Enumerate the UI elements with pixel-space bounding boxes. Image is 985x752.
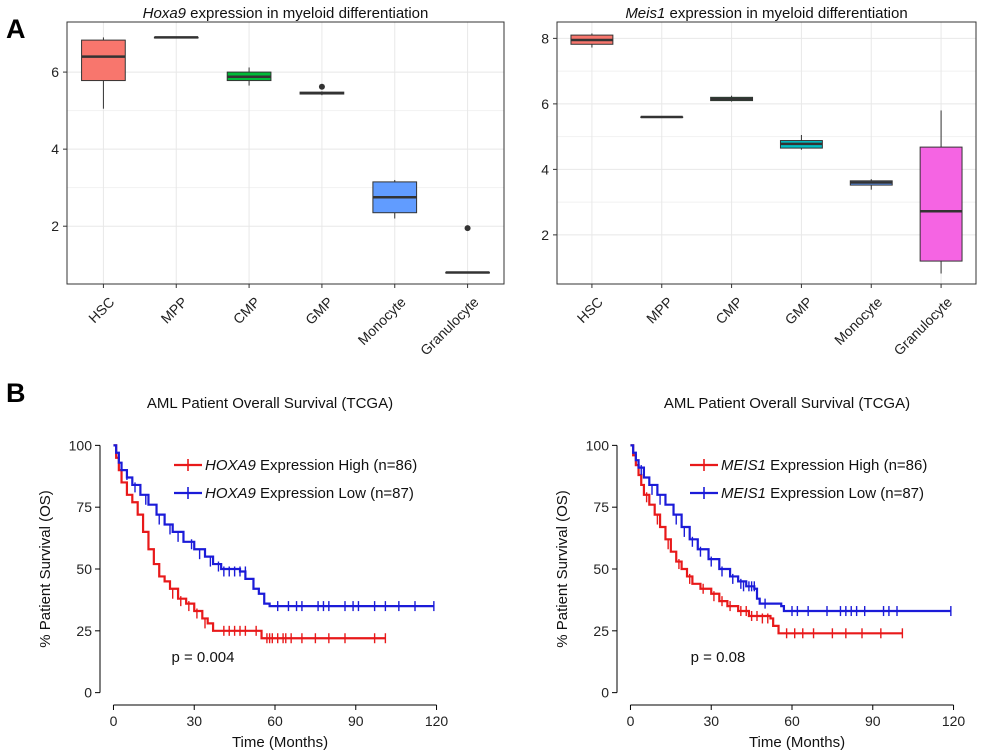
meis1-survival-plot: 0 25 50 75 100 0 30 60 90 120 AML Patient Overall …	[554, 395, 965, 751]
y-axis-label: % Patient Survival (OS)	[554, 490, 571, 648]
x-tick-label: HSC	[85, 294, 117, 326]
x-tick-label: HSC	[574, 294, 606, 326]
x-tick-label: GMP	[782, 294, 816, 328]
plot-frame	[66, 21, 505, 285]
chart-title: AML Patient Overall Survival (TCGA)	[664, 395, 910, 412]
x-tick-label: Granulocyte	[890, 294, 955, 359]
legend-text: Expression Low (n=87)	[256, 485, 414, 502]
box-granulocyte	[919, 146, 963, 262]
x-tick-label: 60	[267, 713, 283, 729]
y-tick-label: 6	[541, 96, 549, 112]
x-tick-label: Monocyte	[355, 294, 409, 348]
x-tick-label: MPP	[158, 294, 191, 327]
legend-gene-name: MEIS1	[721, 457, 766, 474]
plot-background	[67, 22, 504, 284]
y-axis-label: % Patient Survival (OS)	[37, 490, 54, 648]
title-gene-name: Hoxa9	[143, 5, 187, 22]
legend-text: Expression High (n=86)	[256, 457, 417, 474]
x-axis-label: Time (Months)	[232, 734, 328, 751]
chart-title: Hoxa9 expression in myeloid differentiat…	[143, 5, 429, 22]
legend-gene-name: MEIS1	[721, 485, 766, 502]
x-tick-label: Monocyte	[831, 294, 885, 348]
y-tick-label: 2	[541, 227, 549, 243]
legend-text: Expression High (n=86)	[766, 457, 927, 474]
x-tick-label: 60	[784, 713, 800, 729]
plot-background	[557, 22, 976, 284]
y-tick-label: 0	[601, 685, 609, 701]
x-tick-label: 90	[865, 713, 881, 729]
x-tick-label: MPP	[643, 294, 676, 327]
box-hsc	[81, 39, 126, 82]
x-tick-label: CMP	[712, 294, 745, 327]
legend-entry: MEIS1 Expression High (n=86)	[721, 457, 927, 474]
p-value-annotation: p = 0.08	[691, 649, 746, 666]
x-tick-label: 120	[425, 713, 449, 729]
chart-title: Meis1 expression in myeloid differentiat…	[625, 5, 907, 22]
plot-frame	[556, 21, 977, 285]
legend-gene-name: HOXA9	[205, 457, 257, 474]
x-tick-label: 120	[942, 713, 966, 729]
x-tick-label: 30	[186, 713, 202, 729]
y-tick-label: 4	[51, 141, 59, 157]
legend-text: Expression Low (n=87)	[766, 485, 924, 502]
survival-curve-low	[630, 444, 951, 613]
y-tick-label: 25	[593, 623, 609, 639]
y-tick-label: 100	[586, 437, 610, 453]
legend-entry: MEIS1 Expression Low (n=87)	[721, 485, 924, 502]
x-tick-label: Granulocyte	[417, 294, 482, 359]
y-tick-label: 50	[593, 561, 609, 577]
chart-title: AML Patient Overall Survival (TCGA)	[147, 395, 393, 412]
outlier-point	[318, 83, 325, 90]
panel-label-b: B	[6, 378, 26, 408]
x-axis-label: Time (Months)	[749, 734, 845, 751]
legend-entry: HOXA9 Expression Low (n=87)	[205, 485, 414, 502]
title-gene-name: Meis1	[625, 5, 665, 22]
outlier-point	[464, 225, 471, 232]
y-tick-label: 100	[69, 437, 93, 453]
x-tick-label: 0	[627, 713, 635, 729]
survival-curve-high	[630, 444, 903, 635]
x-tick-label: CMP	[230, 294, 263, 327]
title-rest: expression in myeloid differentiation	[665, 5, 907, 22]
y-tick-label: 8	[541, 30, 549, 46]
hoxa9-survival-plot: 0 25 50 75 100 0 30 60 90 120 AML Patient Overall …	[37, 395, 448, 751]
panel-label-a: A	[6, 14, 26, 44]
y-tick-label: 50	[76, 561, 92, 577]
y-tick-label: 25	[76, 623, 92, 639]
x-tick-label: 30	[703, 713, 719, 729]
y-tick-label: 4	[541, 161, 549, 177]
x-tick-label: 90	[348, 713, 364, 729]
meis1-boxplot: 2 4 6 8 HSC MPP CMP GMP Monocyte Granulocyte Meis1…	[541, 5, 977, 359]
legend-entry: HOXA9 Expression High (n=86)	[205, 457, 417, 474]
y-tick-label: 75	[593, 499, 609, 515]
legend-gene-name: HOXA9	[205, 485, 257, 502]
x-tick-label: GMP	[302, 294, 336, 328]
p-value-annotation: p = 0.004	[172, 649, 235, 666]
y-tick-label: 2	[51, 218, 59, 234]
y-tick-label: 0	[84, 685, 92, 701]
y-tick-label: 75	[76, 499, 92, 515]
y-tick-label: 6	[51, 64, 59, 80]
title-rest: expression in myeloid differentiation	[186, 5, 428, 22]
hoxa9-boxplot: 2 4 6 HSC MPP CMP GMP Monocyte Granulocyte Hoxa9 …	[51, 5, 505, 359]
x-tick-label: 0	[110, 713, 118, 729]
